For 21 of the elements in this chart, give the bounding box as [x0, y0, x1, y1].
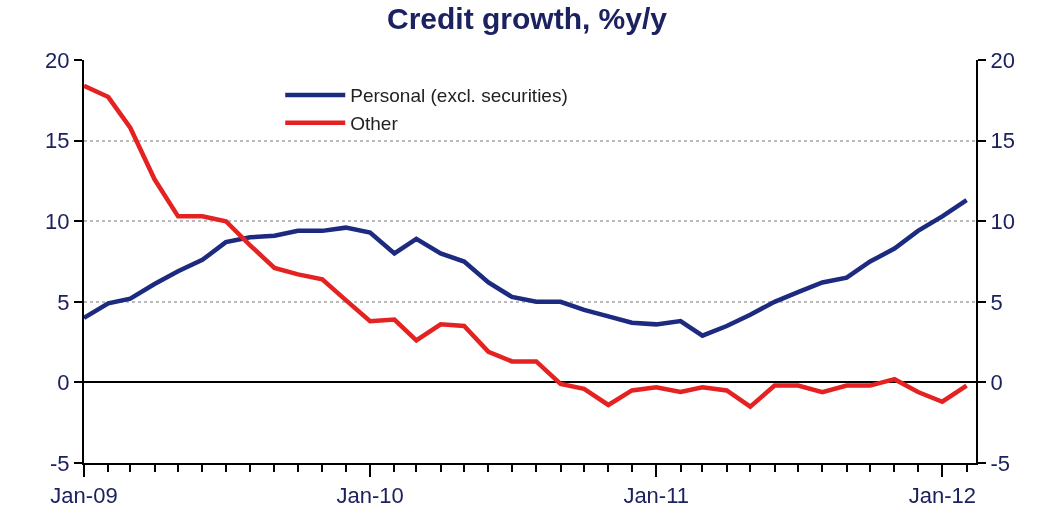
line-series	[84, 197, 969, 338]
y-tick-label: 20	[45, 47, 70, 73]
x-tick-label: Jan-12	[908, 483, 976, 509]
chart-title: Credit growth, %y/y	[386, 1, 668, 35]
y2-tick-label: 0	[990, 370, 1003, 396]
line-series	[84, 83, 969, 409]
x-tick-label: Jan-10	[336, 483, 404, 509]
y-tick-label: 10	[45, 208, 70, 234]
y2-tick-label: 20	[990, 47, 1015, 73]
legend-label: Other	[350, 113, 399, 135]
y-tick-label: 5	[57, 289, 70, 315]
x-tick-label: Jan-11	[623, 483, 690, 509]
y2-tick-label: 5	[990, 289, 1003, 315]
y2-tick-label: 10	[990, 208, 1015, 234]
y-tick-label: -5	[50, 450, 70, 476]
y2-tick-label: 15	[990, 128, 1015, 154]
y2-tick-label: -5	[990, 450, 1010, 476]
y-tick-label: 15	[45, 128, 70, 154]
y-tick-label: 0	[57, 370, 70, 396]
x-tick-label: Jan-09	[50, 483, 118, 509]
legend-label: Personal (excl. securities)	[350, 85, 568, 107]
